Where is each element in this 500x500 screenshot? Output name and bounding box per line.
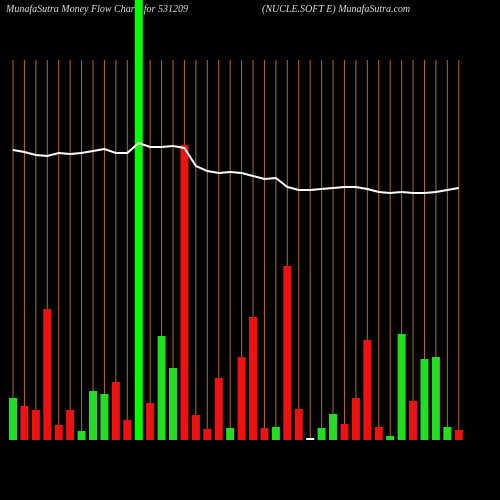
bar <box>134 0 143 440</box>
bar <box>180 145 189 440</box>
bar <box>169 368 178 440</box>
bar <box>386 436 395 440</box>
chart-subtitle: (NUCLE.SOFT E) MunafaSutra.com <box>262 4 410 15</box>
bar <box>329 414 338 440</box>
bar <box>294 409 303 440</box>
bar <box>271 427 280 440</box>
bar <box>191 415 200 440</box>
bar <box>237 357 246 440</box>
bar <box>260 428 269 440</box>
bar <box>89 391 98 440</box>
bar <box>340 424 349 440</box>
bar <box>374 427 383 440</box>
bar <box>123 420 132 440</box>
bar <box>283 266 292 440</box>
bar <box>157 336 166 440</box>
bar <box>351 398 360 440</box>
bar <box>77 431 86 440</box>
bar <box>443 427 452 440</box>
bar <box>214 378 223 440</box>
bar <box>111 382 120 440</box>
bar <box>317 428 326 440</box>
bar <box>409 401 418 440</box>
bar <box>43 309 52 440</box>
bar <box>146 403 155 440</box>
money-flow-line <box>12 141 459 195</box>
bar <box>9 398 17 440</box>
bar <box>54 425 63 440</box>
bar <box>66 410 75 440</box>
chart-title: MunafaSutra Money Flow Charts for 531209 <box>5 4 188 15</box>
bar <box>100 394 109 440</box>
bar <box>454 430 463 440</box>
bar <box>226 428 235 440</box>
bar <box>363 340 372 440</box>
bar <box>420 359 429 440</box>
bar <box>203 429 212 440</box>
bar <box>397 334 406 440</box>
bar <box>31 410 40 440</box>
bar <box>306 438 315 440</box>
bar <box>431 357 440 440</box>
bar <box>20 406 29 440</box>
bar <box>249 317 258 440</box>
